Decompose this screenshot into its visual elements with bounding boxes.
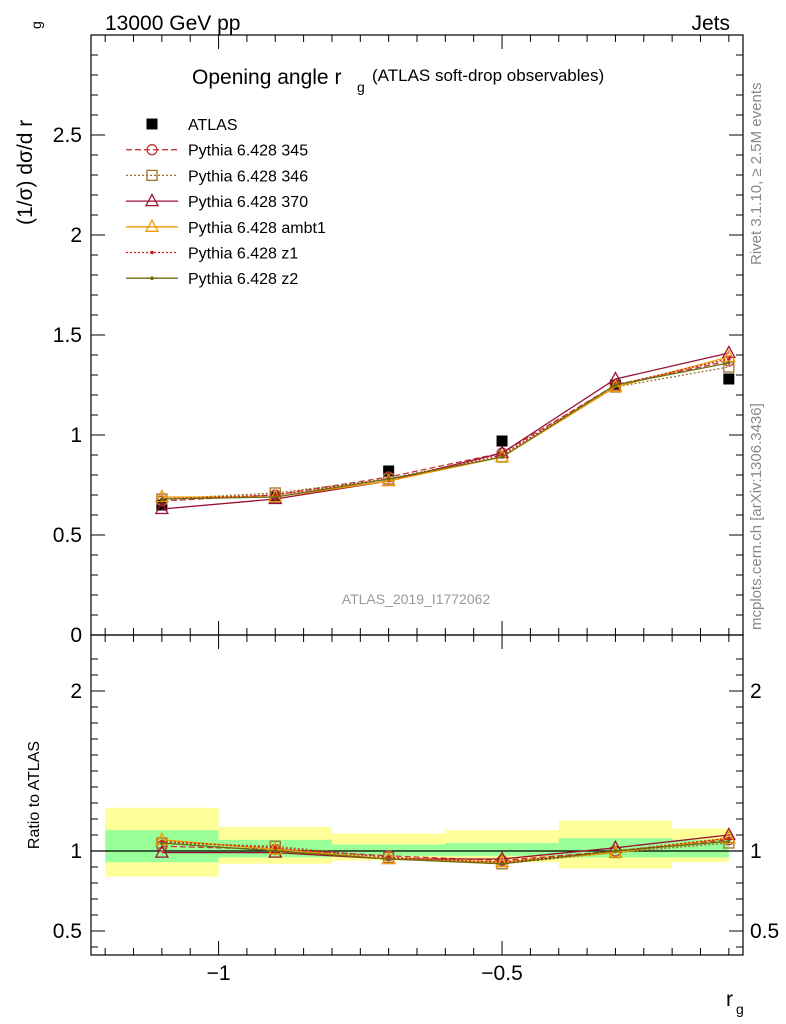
series-line xyxy=(161,356,729,498)
data-point xyxy=(613,383,618,387)
process-label: Jets xyxy=(691,12,730,35)
series-4 xyxy=(154,349,736,503)
legend-entry: Pythia 6.428 346 xyxy=(126,168,308,185)
legend-marker xyxy=(144,218,160,232)
main-ylabel-sub: g xyxy=(28,21,44,29)
data-point xyxy=(723,373,735,385)
ratio-y-tick-label: 2 xyxy=(70,680,82,703)
main-ylabel-text: (1/σ) dσ/d r xyxy=(14,120,37,225)
legend-entry: Pythia 6.428 370 xyxy=(126,193,308,211)
data-point xyxy=(386,477,391,481)
ratio-data-point xyxy=(613,849,618,853)
ratio-series-5 xyxy=(160,839,731,866)
plot-title-paren: (ATLAS soft-drop observables) xyxy=(372,66,604,85)
ratio-data-point xyxy=(273,846,278,850)
main-y-tick-label: 0 xyxy=(70,624,82,647)
data-point xyxy=(160,497,164,501)
legend-label: Pythia 6.428 370 xyxy=(188,194,308,211)
ratio-plot xyxy=(91,827,743,870)
x-tick-label: −1 xyxy=(207,962,231,985)
ratio-frame xyxy=(90,634,744,956)
ratio-series-line xyxy=(161,837,729,863)
ratio-data-point xyxy=(500,862,504,866)
ratio-bands xyxy=(105,807,729,877)
rivet-label: Rivet 3.1.10, ≥ 2.5M events xyxy=(748,83,765,266)
legend-label: Pythia 6.428 345 xyxy=(188,143,308,160)
legend-marker xyxy=(146,118,158,130)
data-point xyxy=(154,501,169,515)
ratio-y-tick-label-right: 2 xyxy=(750,680,762,703)
series-6 xyxy=(160,361,731,501)
ratio-data-point xyxy=(727,839,731,844)
data-point xyxy=(154,489,169,503)
legend-marker xyxy=(144,193,160,207)
legend-entry: Pythia 6.428 z1 xyxy=(126,246,298,263)
x-tick-label: −0.5 xyxy=(481,962,522,985)
main-plot xyxy=(154,345,736,515)
legend-entry: Pythia 6.428 345 xyxy=(126,143,308,160)
legend-marker xyxy=(150,276,154,281)
ratio-y-tick-label: 1 xyxy=(70,840,82,863)
data-point xyxy=(500,455,504,459)
ratio-y-tick-label-right: 0.5 xyxy=(750,920,779,943)
legend-marker xyxy=(150,250,154,255)
main-y-tick-label: 2.5 xyxy=(53,124,82,147)
data-point xyxy=(273,495,278,499)
main-y-tick-label: 1.5 xyxy=(53,324,82,347)
legend-entry: Pythia 6.428 z2 xyxy=(126,271,298,288)
legend-marker xyxy=(146,144,158,156)
data-point xyxy=(383,465,395,477)
data-point xyxy=(496,435,508,447)
data-point xyxy=(727,357,731,361)
legend-entry: ATLAS xyxy=(146,117,238,134)
series-line xyxy=(161,352,729,510)
data-point xyxy=(727,361,731,365)
plot-frames: −1 −0.5 0 0.5 1 1.5 2 2.5 0.5 0.5 1 1 2 2 xyxy=(53,34,779,985)
xlabel: r xyxy=(726,988,733,1011)
xlabel-sub: g xyxy=(736,1001,744,1017)
legend-label: ATLAS xyxy=(188,117,238,134)
ratio-data-point xyxy=(160,841,164,845)
ratio-data-point xyxy=(381,851,396,865)
data-point xyxy=(608,379,623,393)
legend: ATLAS Pythia 6.428 345 Pythia 6.428 346 Pyt… xyxy=(126,117,326,288)
plot-title-sub: g xyxy=(357,79,365,95)
ratio-data-point xyxy=(273,849,278,853)
series-2 xyxy=(156,361,735,505)
series-3 xyxy=(154,345,736,515)
ratio-data-point xyxy=(727,836,731,840)
data-point xyxy=(268,491,283,505)
legend-label: Pythia 6.428 z2 xyxy=(188,271,298,288)
plot-title: Opening angle r xyxy=(192,66,341,89)
legend-label: Pythia 6.428 ambt1 xyxy=(188,220,326,237)
main-y-tick-label: 2 xyxy=(70,224,82,247)
ratio-data-point xyxy=(494,854,510,868)
legend-label: Pythia 6.428 z1 xyxy=(188,246,298,263)
ratio-data-point xyxy=(154,844,169,858)
legend-entry: Pythia 6.428 ambt1 xyxy=(126,218,326,237)
data-point xyxy=(156,499,168,511)
mcplots-label: mcplots.cern.ch [arXiv:1306.3436] xyxy=(748,403,765,630)
series-0 xyxy=(156,373,735,511)
legend-marker xyxy=(146,169,158,182)
energy-label: 13000 GeV pp xyxy=(105,12,240,35)
series-line xyxy=(161,362,729,500)
main-y-tick-label: 1 xyxy=(70,424,82,447)
ratio-data-point xyxy=(386,857,391,861)
analysis-id: ATLAS_2019_I1772062 xyxy=(342,591,491,607)
series-line xyxy=(161,366,729,500)
plot-title-main: Opening angle r xyxy=(192,66,341,89)
legend-label: Pythia 6.428 346 xyxy=(188,168,308,185)
series-line xyxy=(161,358,729,500)
ratio-series-line xyxy=(161,834,729,860)
ratio-band-green xyxy=(445,843,559,856)
ratio-y-tick-label-right: 1 xyxy=(750,840,762,863)
ratio-series-line xyxy=(161,840,729,865)
ratio-ylabel: Ratio to ATLAS xyxy=(26,741,43,849)
main-y-tick-label: 0.5 xyxy=(53,524,82,547)
main-ylabel-main: (1/σ) dσ/d r xyxy=(14,120,37,225)
ratio-y-tick-label: 0.5 xyxy=(53,920,82,943)
main-ylabel: (1/σ) dσ/d r g xyxy=(14,21,44,225)
